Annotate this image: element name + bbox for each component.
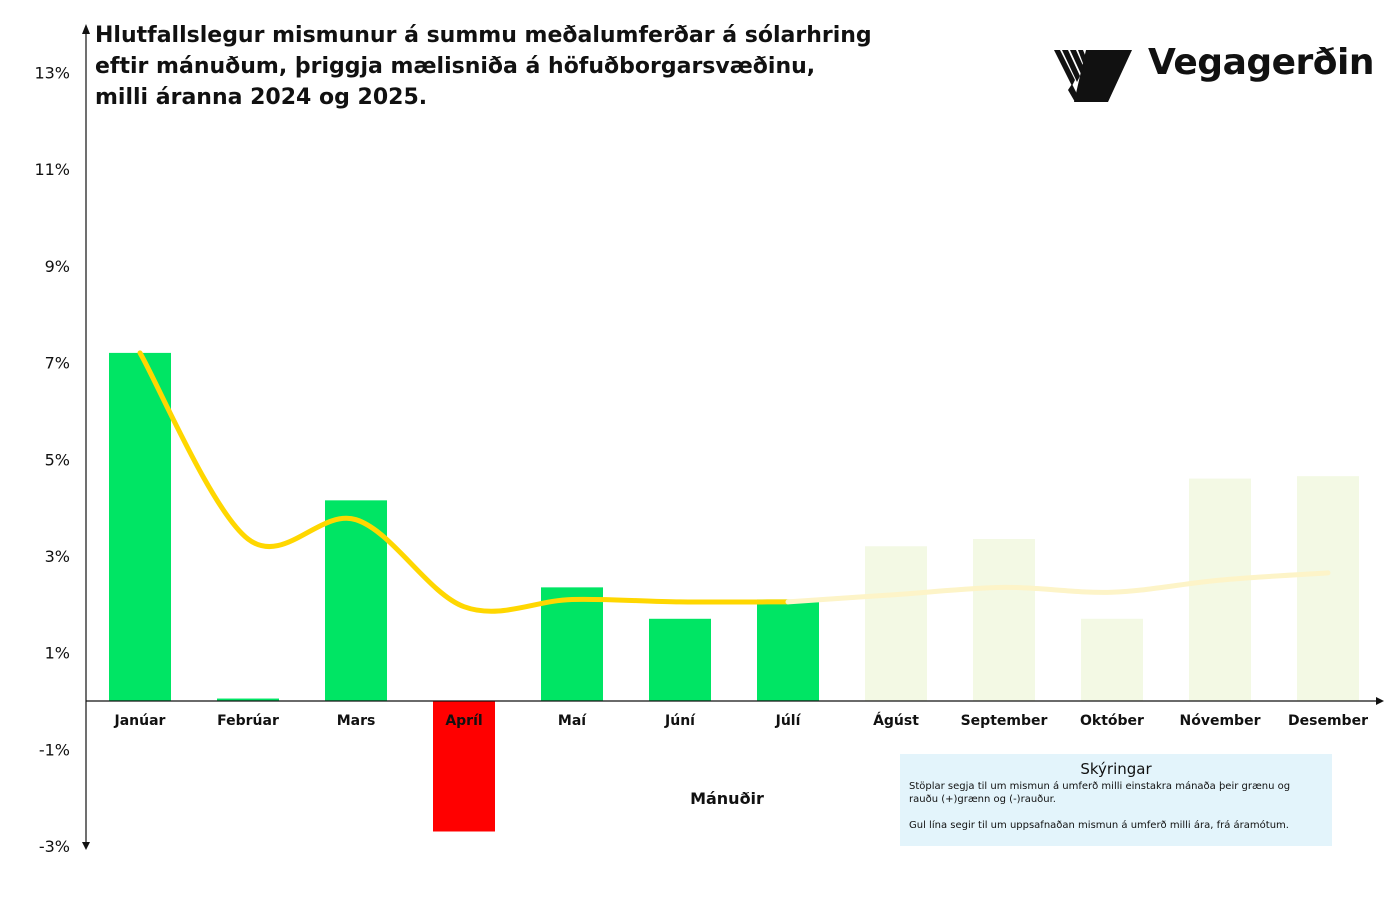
bar-febrúar [217, 698, 279, 701]
bar-janúar [109, 352, 171, 701]
x-tick-label: Mars [337, 713, 376, 729]
bar-nóvember [1189, 478, 1251, 701]
logo: Vegagerðin [1050, 40, 1375, 110]
y-tick-label: 3% [45, 547, 70, 566]
x-tick-label: Maí [558, 713, 587, 729]
y-tick-label: 9% [45, 257, 70, 276]
y-tick-label: 11% [34, 160, 70, 179]
x-tick-label: Febrúar [217, 713, 279, 729]
bar-október [1081, 618, 1143, 701]
bar-júlí [757, 599, 819, 701]
x-axis-label: Mánuðir [690, 789, 764, 808]
x-tick-label: Ágúst [873, 712, 919, 729]
legend-title: Skýringar [1080, 760, 1152, 778]
legend-box: Skýringar Stöplar segja til um mismun á … [900, 754, 1332, 846]
logo-text: Vegagerðin [1148, 42, 1375, 83]
bar-maí [541, 587, 603, 701]
axes-group [82, 24, 1384, 850]
chart-title: Hlutfallslegur mismunur á summu meðalumf… [95, 23, 872, 110]
y-axis-arrow-up-icon [82, 24, 90, 34]
legend-text-bars: Stöplar segja til um mismun á umferð mil… [909, 781, 1291, 805]
vegagerdin-stripes-icon [1054, 50, 1132, 102]
y-axis-arrow-down-icon [82, 842, 90, 850]
bar-apríl [433, 700, 495, 832]
y-tick-label: -3% [39, 837, 70, 856]
bar-ágúst [865, 546, 927, 701]
x-tick-label: Júní [664, 713, 696, 729]
lines-group [137, 350, 1331, 614]
cumulative-line [137, 350, 791, 614]
x-tick-label: September [961, 713, 1048, 729]
y-tick-label: 13% [34, 64, 70, 83]
bar-september [973, 539, 1035, 701]
bar-desember [1297, 476, 1359, 701]
legend-text-line: Gul lína segir til um uppsafnaðan mismun… [909, 820, 1289, 831]
x-tick-label: Nóvember [1180, 713, 1261, 729]
x-tick-label: Janúar [114, 713, 166, 729]
x-tick-label: Desember [1288, 713, 1368, 729]
y-tick-label: 1% [45, 644, 70, 663]
bars-group [109, 352, 1359, 832]
y-tick-label: 5% [45, 450, 70, 469]
x-ticks-group: Janúar Febrúar Mars Apríl Maí Júní Júlí Ágúst Se… [114, 712, 1369, 729]
x-axis-arrow-right-icon [1376, 696, 1384, 705]
y-tick-label: -1% [39, 740, 70, 759]
cumulative-line-faded [785, 570, 1331, 605]
bar-júní [649, 618, 711, 701]
y-tick-label: 7% [45, 354, 70, 373]
x-tick-label: Júlí [775, 713, 802, 729]
x-tick-label: Apríl [445, 713, 482, 729]
x-tick-label: Október [1080, 713, 1144, 729]
y-ticks-group: 13% 11% 9% 7% 5% 3% 1% -1% -3% [34, 64, 70, 857]
